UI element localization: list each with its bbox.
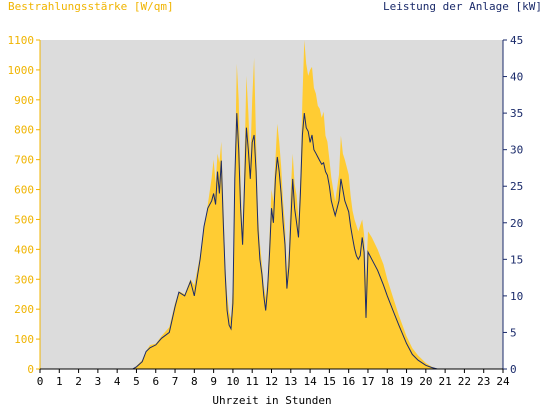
- power-line: [40, 113, 503, 370]
- y-right-tick-label: 45: [510, 34, 523, 47]
- x-axis-title: Uhrzeit in Stunden: [212, 394, 332, 407]
- y-left-tick-label: 1100: [8, 34, 35, 47]
- y-right-tick-label: 10: [510, 290, 523, 303]
- x-tick-label: 14: [303, 375, 317, 388]
- x-tick-label: 15: [323, 375, 336, 388]
- irradiance-area-layer: [40, 40, 503, 369]
- x-tick-label: 16: [342, 375, 355, 388]
- y-right-tick-label: 30: [510, 144, 523, 157]
- y-left-tick-label: 800: [14, 124, 34, 137]
- x-tick-label: 1: [56, 375, 63, 388]
- y-left-tick-label: 100: [14, 333, 34, 346]
- y-left-tick-label: 900: [14, 94, 34, 107]
- y-right-tick-label: 0: [510, 363, 517, 376]
- x-tick-label: 20: [419, 375, 432, 388]
- y-right-tick-label: 20: [510, 217, 523, 230]
- x-tick-label: 17: [361, 375, 374, 388]
- y-left-tick-label: 700: [14, 154, 34, 167]
- x-tick-label: 12: [265, 375, 278, 388]
- x-tick-label: 7: [172, 375, 179, 388]
- x-tick-label: 10: [226, 375, 239, 388]
- y-left-tick-label: 500: [14, 213, 34, 226]
- y-right-tick-label: 25: [510, 180, 523, 193]
- x-tick-label: 6: [152, 375, 159, 388]
- power-line-layer: [40, 113, 503, 370]
- y-right-tick-label: 40: [510, 71, 523, 84]
- x-tick-label: 23: [477, 375, 490, 388]
- x-tick-label: 9: [210, 375, 217, 388]
- x-tick-label: 2: [75, 375, 82, 388]
- y-right-tick-label: 15: [510, 253, 523, 266]
- x-tick-label: 13: [284, 375, 297, 388]
- x-tick-label: 4: [114, 375, 121, 388]
- x-tick-label: 8: [191, 375, 198, 388]
- left-axis-title: Bestrahlungsstärke [W/qm]: [8, 0, 174, 13]
- x-tick-label: 3: [95, 375, 102, 388]
- x-tick-label: 22: [458, 375, 471, 388]
- irradiance-area: [40, 40, 503, 369]
- x-tick-label: 0: [37, 375, 44, 388]
- y-left-tick-label: 1000: [8, 64, 35, 77]
- x-tick-label: 18: [381, 375, 394, 388]
- y-right-tick-label: 35: [510, 107, 523, 120]
- x-tick-label: 21: [439, 375, 452, 388]
- y-left-tick-label: 200: [14, 303, 34, 316]
- y-left-tick-label: 400: [14, 243, 34, 256]
- x-tick-label: 11: [246, 375, 259, 388]
- x-tick-label: 5: [133, 375, 140, 388]
- y-left-tick-label: 600: [14, 184, 34, 197]
- x-tick-label: 19: [400, 375, 413, 388]
- y-left-tick-label: 300: [14, 273, 34, 286]
- right-axis-title: Leistung der Anlage [kW]: [383, 0, 542, 13]
- y-left-tick-label: 0: [27, 363, 34, 376]
- axes-layer: [36, 39, 507, 373]
- tick-labels-layer: 0100200300400500600700800900100011000510…: [8, 34, 524, 388]
- x-tick-label: 24: [496, 375, 510, 388]
- y-right-tick-label: 5: [510, 326, 517, 339]
